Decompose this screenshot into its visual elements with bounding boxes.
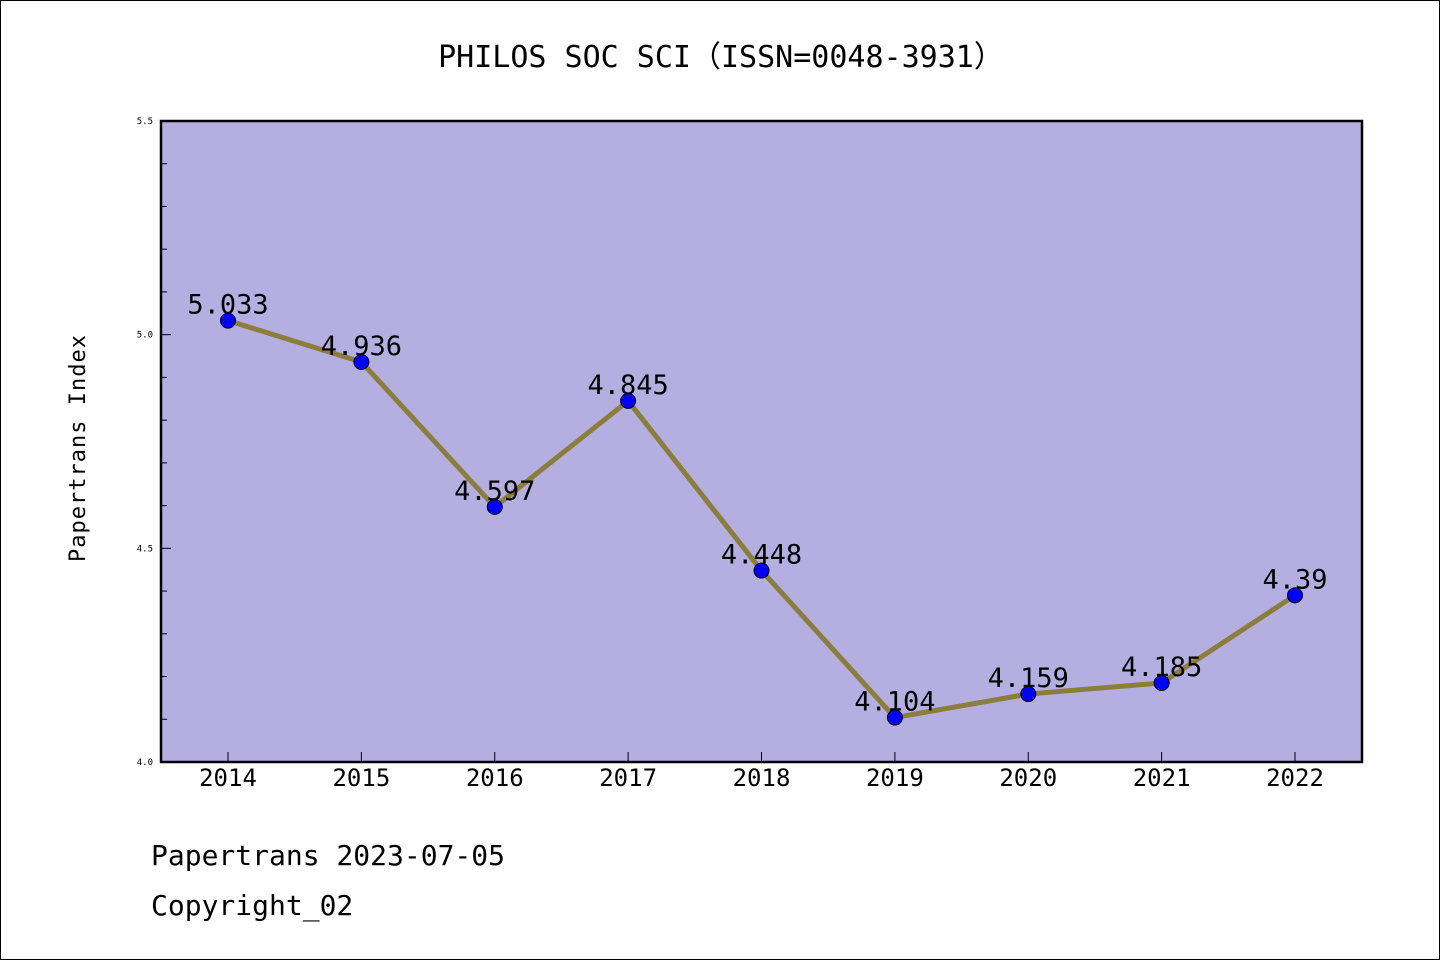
data-label-2016: 4.597 — [454, 476, 535, 507]
data-point-2019 — [886, 709, 903, 726]
chart-title: PHILOS SOC SCI（ISSN=0048-3931） — [438, 40, 1004, 75]
x-tick-label: 2016 — [466, 764, 524, 792]
data-point-2015 — [353, 354, 370, 371]
data-label-2019: 4.104 — [854, 687, 935, 718]
x-tick-label: 2015 — [332, 764, 390, 792]
x-axis: 2014 2015 2016 2017 2018 2019 2020 2021 2022 — [199, 752, 1324, 792]
data-label-2015: 4.936 — [321, 331, 402, 362]
x-tick-label: 2020 — [999, 764, 1057, 792]
y-tick-label: 4.0 — [137, 758, 153, 768]
x-tick-label: 2019 — [866, 764, 924, 792]
data-label-2020: 4.159 — [988, 663, 1069, 694]
x-tick-label: 2021 — [1133, 764, 1191, 792]
x-tick-label: 2014 — [199, 764, 257, 792]
y-axis-label: Papertrans Index — [66, 334, 91, 562]
data-point-2020 — [1020, 686, 1037, 703]
data-label-2018: 4.448 — [721, 540, 802, 571]
data-point-2014 — [220, 312, 236, 329]
data-label-2022: 4.39 — [1262, 564, 1327, 595]
footer-date: Papertrans 2023-07-05 — [151, 839, 505, 872]
footer-copyright: Copyright_02 — [151, 889, 353, 923]
data-point-2021 — [1153, 674, 1170, 691]
data-label-2021: 4.185 — [1121, 652, 1202, 683]
x-tick-label: 2018 — [733, 764, 791, 792]
data-label-2017: 4.845 — [587, 370, 668, 401]
data-labels: 5.033 4.936 4.597 4.845 4.448 4.104 4.159 4.185… — [187, 290, 1327, 718]
y-tick-label: 4.5 — [137, 544, 153, 554]
data-point-2016 — [486, 498, 503, 515]
data-points — [220, 312, 1303, 726]
data-point-2017 — [620, 392, 637, 409]
y-tick-label: 5.5 — [137, 117, 153, 127]
data-point-2022 — [1287, 587, 1303, 604]
plot-border — [159, 119, 1364, 764]
data-label-2014: 5.033 — [187, 290, 268, 321]
x-tick-label: 2017 — [599, 764, 657, 792]
data-point-2018 — [753, 562, 770, 579]
plot-area — [161, 121, 1362, 762]
x-tick-label: 2022 — [1266, 764, 1324, 792]
y-tick-label: 5.0 — [137, 331, 153, 341]
